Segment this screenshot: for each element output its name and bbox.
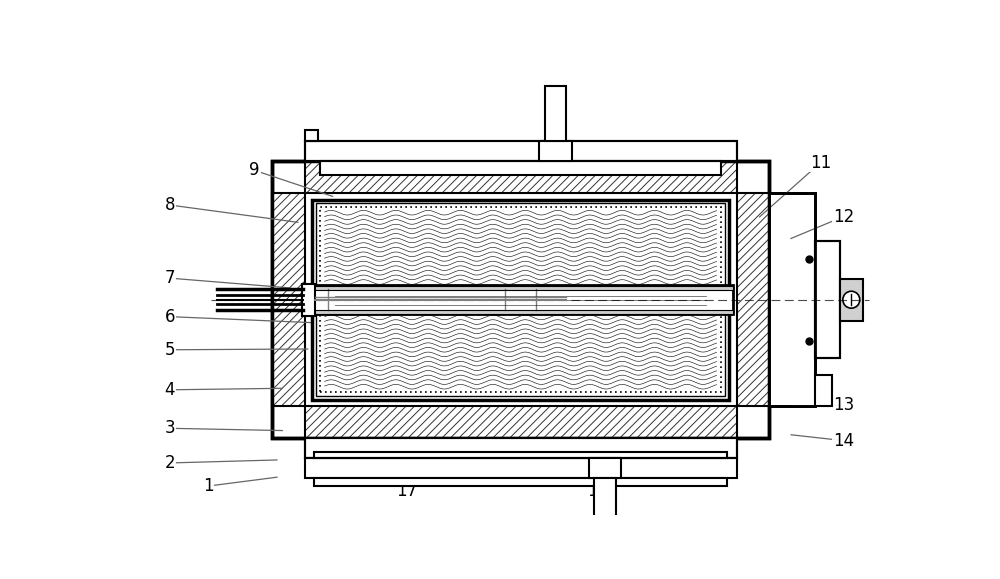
Text: 11: 11 [810, 153, 831, 171]
Text: 12: 12 [833, 207, 854, 226]
Bar [314, 452, 727, 459]
Bar [305, 459, 737, 478]
Bar [305, 438, 737, 459]
Bar [589, 459, 621, 478]
Circle shape [843, 291, 860, 308]
Bar [545, 86, 566, 141]
Bar [815, 241, 840, 358]
Bar [305, 130, 318, 141]
Bar [769, 193, 815, 406]
Bar [312, 200, 729, 400]
Bar [308, 285, 733, 314]
Bar [737, 193, 769, 406]
Bar [769, 193, 815, 406]
Text: 1: 1 [203, 477, 214, 495]
Bar [308, 286, 733, 290]
Text: 15: 15 [587, 482, 608, 500]
Bar [302, 284, 315, 316]
Bar [594, 478, 616, 534]
Bar [539, 141, 572, 161]
Bar [272, 161, 769, 438]
Text: 10: 10 [497, 139, 518, 157]
Text: 17: 17 [396, 482, 417, 500]
Bar [305, 406, 737, 438]
Bar [840, 278, 863, 321]
Bar [308, 310, 733, 314]
Bar [305, 141, 737, 161]
Text: 9: 9 [249, 162, 260, 179]
Bar [305, 161, 737, 193]
Text: 3: 3 [165, 419, 175, 437]
Text: 8: 8 [165, 196, 175, 214]
Text: 4: 4 [165, 381, 175, 399]
Text: 7: 7 [165, 269, 175, 287]
Text: 5: 5 [165, 341, 175, 359]
Bar [815, 375, 832, 406]
Bar [316, 203, 725, 396]
Bar [320, 161, 721, 175]
Bar [320, 207, 721, 392]
Bar [815, 241, 840, 358]
Text: 2: 2 [165, 454, 175, 472]
Text: 6: 6 [165, 307, 175, 325]
Bar [305, 141, 737, 161]
Bar [272, 161, 769, 438]
Bar [314, 478, 727, 486]
Text: 14: 14 [833, 431, 854, 450]
Text: 13: 13 [833, 396, 854, 414]
Bar [272, 193, 305, 406]
Bar [305, 438, 737, 459]
